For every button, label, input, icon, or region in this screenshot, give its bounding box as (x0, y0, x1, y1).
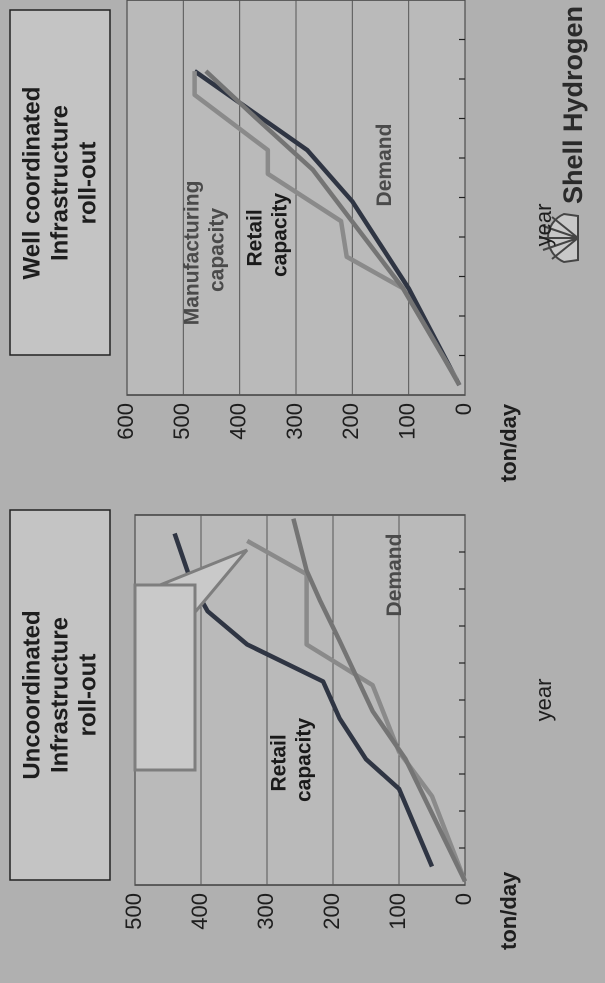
y-axis-label: ton/day (496, 871, 521, 950)
y-tick-label: 0 (451, 893, 476, 905)
data-line (204, 69, 462, 387)
chart-title: roll-out (74, 142, 101, 225)
x-axis-label: year (531, 679, 556, 722)
y-tick-label: 100 (394, 403, 419, 440)
y-tick-label: 200 (338, 403, 363, 440)
x-axis-label: year (531, 204, 556, 247)
y-tick-label: 300 (282, 403, 307, 440)
chart-title: Infrastructure (46, 617, 73, 773)
series-label: Demand (383, 534, 406, 617)
shell-emblem (539, 212, 579, 264)
y-axis-label: ton/day (496, 403, 521, 482)
y-tick-label: 0 (451, 403, 476, 415)
title-box (9, 9, 111, 356)
y-tick-label: 500 (121, 893, 146, 930)
callout-box (133, 583, 197, 772)
title-box (9, 509, 111, 881)
chart-title: roll-out (74, 654, 101, 737)
data-line (291, 518, 468, 883)
chart-title: Well coordinated (18, 87, 45, 280)
series-label: Retail capacity (243, 193, 291, 277)
chart-title: Infrastructure (46, 105, 73, 261)
y-tick-label: 400 (225, 403, 250, 440)
y-tick-label: 600 (113, 403, 138, 440)
series-label: Retail capacity (267, 718, 315, 802)
slide: Shell Hydrogen Uncoordinated Infrastructu… (9, 0, 588, 950)
y-tick-label: 400 (187, 893, 212, 930)
y-tick-label: 300 (253, 893, 278, 930)
series-label: Demand (373, 124, 396, 207)
y-tick-label: 200 (319, 893, 344, 930)
logo-text: Shell Hydrogen (558, 6, 588, 204)
y-tick-label: 100 (385, 893, 410, 930)
series-label: Manufacturing capacity (180, 175, 228, 326)
y-tick-label: 500 (169, 403, 194, 440)
chart-title: Uncoordinated (18, 610, 45, 779)
data-line (192, 71, 459, 381)
